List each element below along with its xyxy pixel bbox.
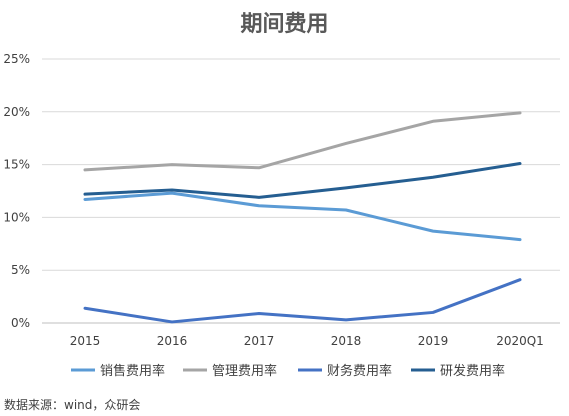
y-tick-label: 20% [3, 105, 30, 119]
chart-title: 期间费用 [240, 12, 329, 37]
x-tick-label: 2020Q1 [496, 334, 544, 348]
y-axis-ticks: 0% 5% 10% 15% 20% 25% [3, 52, 30, 330]
x-tick-label: 2018 [331, 334, 362, 348]
source-note: 数据来源：wind，众研会 [4, 398, 141, 412]
series-line-4 [83, 162, 522, 199]
legend: 销售费用率 管理费用率 财务费用率 研发费用率 [71, 363, 505, 379]
y-tick-label: 0% [11, 316, 30, 330]
x-tick-label: 2016 [157, 334, 188, 348]
series-line-2 [83, 111, 522, 172]
x-tick-label: 2015 [70, 334, 101, 348]
legend-label: 财务费用率 [327, 363, 392, 379]
y-tick-label: 25% [3, 52, 30, 66]
gridlines [42, 58, 560, 324]
y-tick-label: 5% [11, 263, 30, 277]
y-tick-label: 15% [3, 158, 30, 172]
series-line-1 [83, 191, 522, 242]
series-lines [83, 111, 522, 324]
legend-label: 销售费用率 [100, 363, 165, 379]
legend-label: 管理费用率 [212, 363, 277, 379]
legend-label: 研发费用率 [440, 363, 505, 379]
series-line-3 [83, 278, 522, 324]
x-tick-label: 2017 [244, 334, 275, 348]
x-axis-ticks: 2015 2016 2017 2018 2019 2020Q1 [70, 334, 544, 348]
x-tick-label: 2019 [418, 334, 449, 348]
y-tick-label: 10% [3, 210, 30, 224]
